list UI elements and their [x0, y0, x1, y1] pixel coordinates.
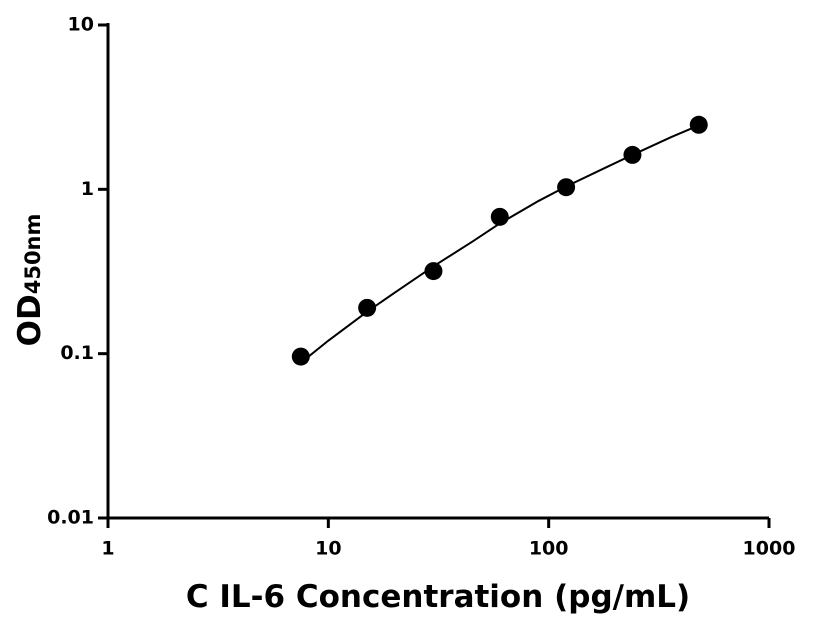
- data-point: [358, 298, 377, 317]
- y-axis-label-sub: 450nm: [21, 214, 45, 295]
- y-axis-label-main: OD: [12, 294, 48, 346]
- data-point: [623, 145, 642, 164]
- y-tick-label: 0.01: [47, 507, 94, 529]
- data-point: [291, 347, 310, 366]
- x-tick-label: 100: [529, 538, 569, 560]
- data-point: [557, 178, 576, 197]
- y-axis-label: OD450nm: [12, 214, 48, 347]
- y-tick-label: 0.1: [60, 342, 94, 364]
- fit-curve: [300, 124, 700, 364]
- data-point: [689, 115, 708, 134]
- x-tick-label: 10: [315, 538, 341, 560]
- data-point: [424, 262, 443, 281]
- y-tick-label: 1: [81, 178, 94, 200]
- y-tick-label: 10: [68, 14, 94, 36]
- data-point: [490, 207, 509, 226]
- x-tick-label: 1000: [743, 538, 796, 560]
- x-tick-label: 1: [101, 538, 114, 560]
- x-axis-label: C IL-6 Concentration (pg/mL): [186, 579, 690, 615]
